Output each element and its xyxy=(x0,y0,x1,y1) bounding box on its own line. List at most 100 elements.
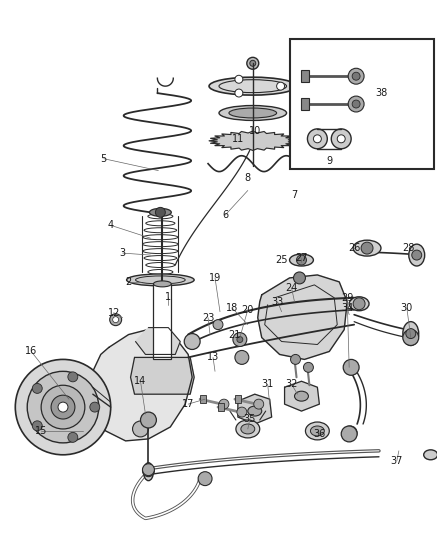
Ellipse shape xyxy=(209,77,297,95)
Text: 30: 30 xyxy=(401,303,413,313)
Text: 26: 26 xyxy=(348,243,360,253)
Ellipse shape xyxy=(311,426,324,436)
Bar xyxy=(301,98,309,110)
Text: 37: 37 xyxy=(391,456,403,466)
Circle shape xyxy=(341,426,357,442)
Text: 1: 1 xyxy=(165,292,171,302)
Bar xyxy=(290,39,434,168)
Ellipse shape xyxy=(229,108,277,118)
Text: 13: 13 xyxy=(207,352,219,362)
Circle shape xyxy=(198,472,212,486)
Circle shape xyxy=(58,402,68,412)
Circle shape xyxy=(353,298,365,310)
Text: 6: 6 xyxy=(222,211,228,220)
Polygon shape xyxy=(89,328,192,441)
Ellipse shape xyxy=(149,208,171,216)
Circle shape xyxy=(348,96,364,112)
Circle shape xyxy=(110,314,122,326)
Ellipse shape xyxy=(248,406,262,416)
Text: 25: 25 xyxy=(276,255,288,265)
Ellipse shape xyxy=(403,321,419,345)
Text: 27: 27 xyxy=(295,253,308,263)
Circle shape xyxy=(32,421,42,431)
Polygon shape xyxy=(135,328,180,354)
Text: 4: 4 xyxy=(108,220,114,230)
Circle shape xyxy=(412,250,422,260)
Text: 2: 2 xyxy=(125,277,132,287)
Circle shape xyxy=(277,82,285,90)
Circle shape xyxy=(142,465,155,477)
Polygon shape xyxy=(285,381,319,411)
Text: 12: 12 xyxy=(107,308,120,318)
Text: 36: 36 xyxy=(313,429,325,439)
Bar xyxy=(153,284,171,359)
Circle shape xyxy=(403,329,419,345)
Circle shape xyxy=(235,351,249,365)
Circle shape xyxy=(90,402,100,412)
Circle shape xyxy=(141,412,156,428)
Text: 38: 38 xyxy=(375,88,387,98)
Text: 14: 14 xyxy=(134,376,147,386)
Circle shape xyxy=(343,426,357,440)
Ellipse shape xyxy=(144,463,153,481)
Text: 16: 16 xyxy=(25,346,37,357)
Text: 35: 35 xyxy=(244,414,256,424)
Ellipse shape xyxy=(127,274,194,286)
Text: 21: 21 xyxy=(229,329,241,340)
Circle shape xyxy=(133,421,148,437)
Circle shape xyxy=(314,135,321,143)
Circle shape xyxy=(343,359,359,375)
Circle shape xyxy=(254,399,264,409)
Text: 10: 10 xyxy=(249,126,261,136)
Text: 20: 20 xyxy=(242,305,254,314)
Bar xyxy=(301,70,309,82)
Text: 15: 15 xyxy=(35,426,47,436)
Circle shape xyxy=(250,60,256,66)
Ellipse shape xyxy=(409,244,425,266)
Circle shape xyxy=(337,135,345,143)
Circle shape xyxy=(68,432,78,442)
Circle shape xyxy=(297,255,307,265)
Text: 9: 9 xyxy=(326,156,332,166)
Text: 7: 7 xyxy=(291,190,298,200)
Circle shape xyxy=(290,354,300,365)
Text: 18: 18 xyxy=(226,303,238,313)
Ellipse shape xyxy=(305,422,329,440)
Circle shape xyxy=(361,242,373,254)
Circle shape xyxy=(213,320,223,329)
Circle shape xyxy=(51,395,75,419)
Text: 8: 8 xyxy=(245,173,251,183)
Circle shape xyxy=(237,336,243,343)
Circle shape xyxy=(155,207,165,217)
Ellipse shape xyxy=(424,450,438,460)
Circle shape xyxy=(247,58,259,69)
Ellipse shape xyxy=(241,424,255,434)
Text: 3: 3 xyxy=(120,248,126,258)
Text: 34: 34 xyxy=(341,303,353,313)
Circle shape xyxy=(219,399,229,409)
Circle shape xyxy=(41,385,85,429)
Ellipse shape xyxy=(236,420,260,438)
Circle shape xyxy=(304,362,314,373)
Text: 29: 29 xyxy=(341,293,353,303)
Circle shape xyxy=(15,359,111,455)
Polygon shape xyxy=(209,131,297,150)
Circle shape xyxy=(113,317,119,322)
Circle shape xyxy=(237,407,247,417)
Circle shape xyxy=(142,464,155,475)
Bar xyxy=(218,403,224,411)
Text: 31: 31 xyxy=(261,379,274,389)
Circle shape xyxy=(27,372,99,443)
Text: 23: 23 xyxy=(202,313,214,322)
Text: 24: 24 xyxy=(285,283,298,293)
Text: 28: 28 xyxy=(403,243,415,253)
Circle shape xyxy=(348,68,364,84)
Text: 32: 32 xyxy=(285,379,298,389)
Circle shape xyxy=(331,129,351,149)
Text: 11: 11 xyxy=(232,134,244,144)
Ellipse shape xyxy=(349,297,369,311)
Circle shape xyxy=(307,129,327,149)
Circle shape xyxy=(184,334,200,350)
Bar xyxy=(235,395,241,403)
Ellipse shape xyxy=(294,391,308,401)
